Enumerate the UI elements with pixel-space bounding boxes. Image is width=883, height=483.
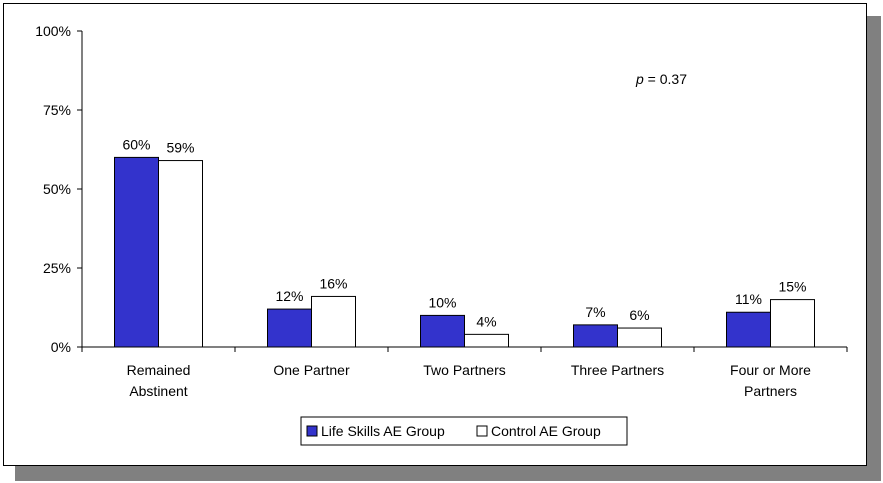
x-category-label: Remained	[127, 362, 191, 378]
x-category-label: Three Partners	[571, 362, 664, 378]
x-category-label: Abstinent	[129, 383, 187, 399]
bar-life-skills	[573, 324, 618, 348]
data-label: 10%	[428, 294, 456, 310]
x-category-label: One Partner	[273, 362, 350, 378]
data-label: 6%	[629, 307, 649, 323]
bar-control	[770, 299, 815, 348]
y-tick-label: 100%	[35, 23, 71, 39]
bar-life-skills	[267, 308, 312, 348]
legend-label-control: Control AE Group	[491, 423, 601, 439]
y-tick-label: 50%	[43, 181, 71, 197]
data-label: 7%	[585, 304, 605, 320]
data-label: 11%	[735, 291, 762, 307]
data-label: 12%	[275, 288, 303, 304]
bar-life-skills	[114, 156, 159, 348]
legend-label-life-skills: Life Skills AE Group	[321, 423, 445, 439]
data-label: 4%	[476, 313, 496, 329]
bar-control	[311, 295, 356, 348]
p-value-annotation: p = 0.37	[635, 71, 687, 87]
data-label: 16%	[319, 275, 347, 291]
bar-control	[617, 327, 662, 348]
y-tick-label: 75%	[43, 102, 71, 118]
data-label: 15%	[778, 279, 806, 295]
y-tick-label: 25%	[43, 260, 71, 276]
legend-swatch-control	[476, 425, 488, 437]
bar-life-skills	[726, 311, 771, 348]
x-category-label: Four or More	[730, 362, 811, 378]
y-tick-label: 0%	[51, 339, 71, 355]
legend-swatch-life-skills	[306, 425, 318, 437]
data-label: 59%	[166, 140, 194, 156]
bar-life-skills	[420, 314, 465, 348]
legend-box	[300, 416, 628, 446]
bar-control	[158, 160, 203, 348]
x-category-label: Two Partners	[423, 362, 505, 378]
data-label: 60%	[122, 136, 150, 152]
bar-control	[464, 333, 509, 348]
x-category-label: Partners	[744, 383, 797, 399]
